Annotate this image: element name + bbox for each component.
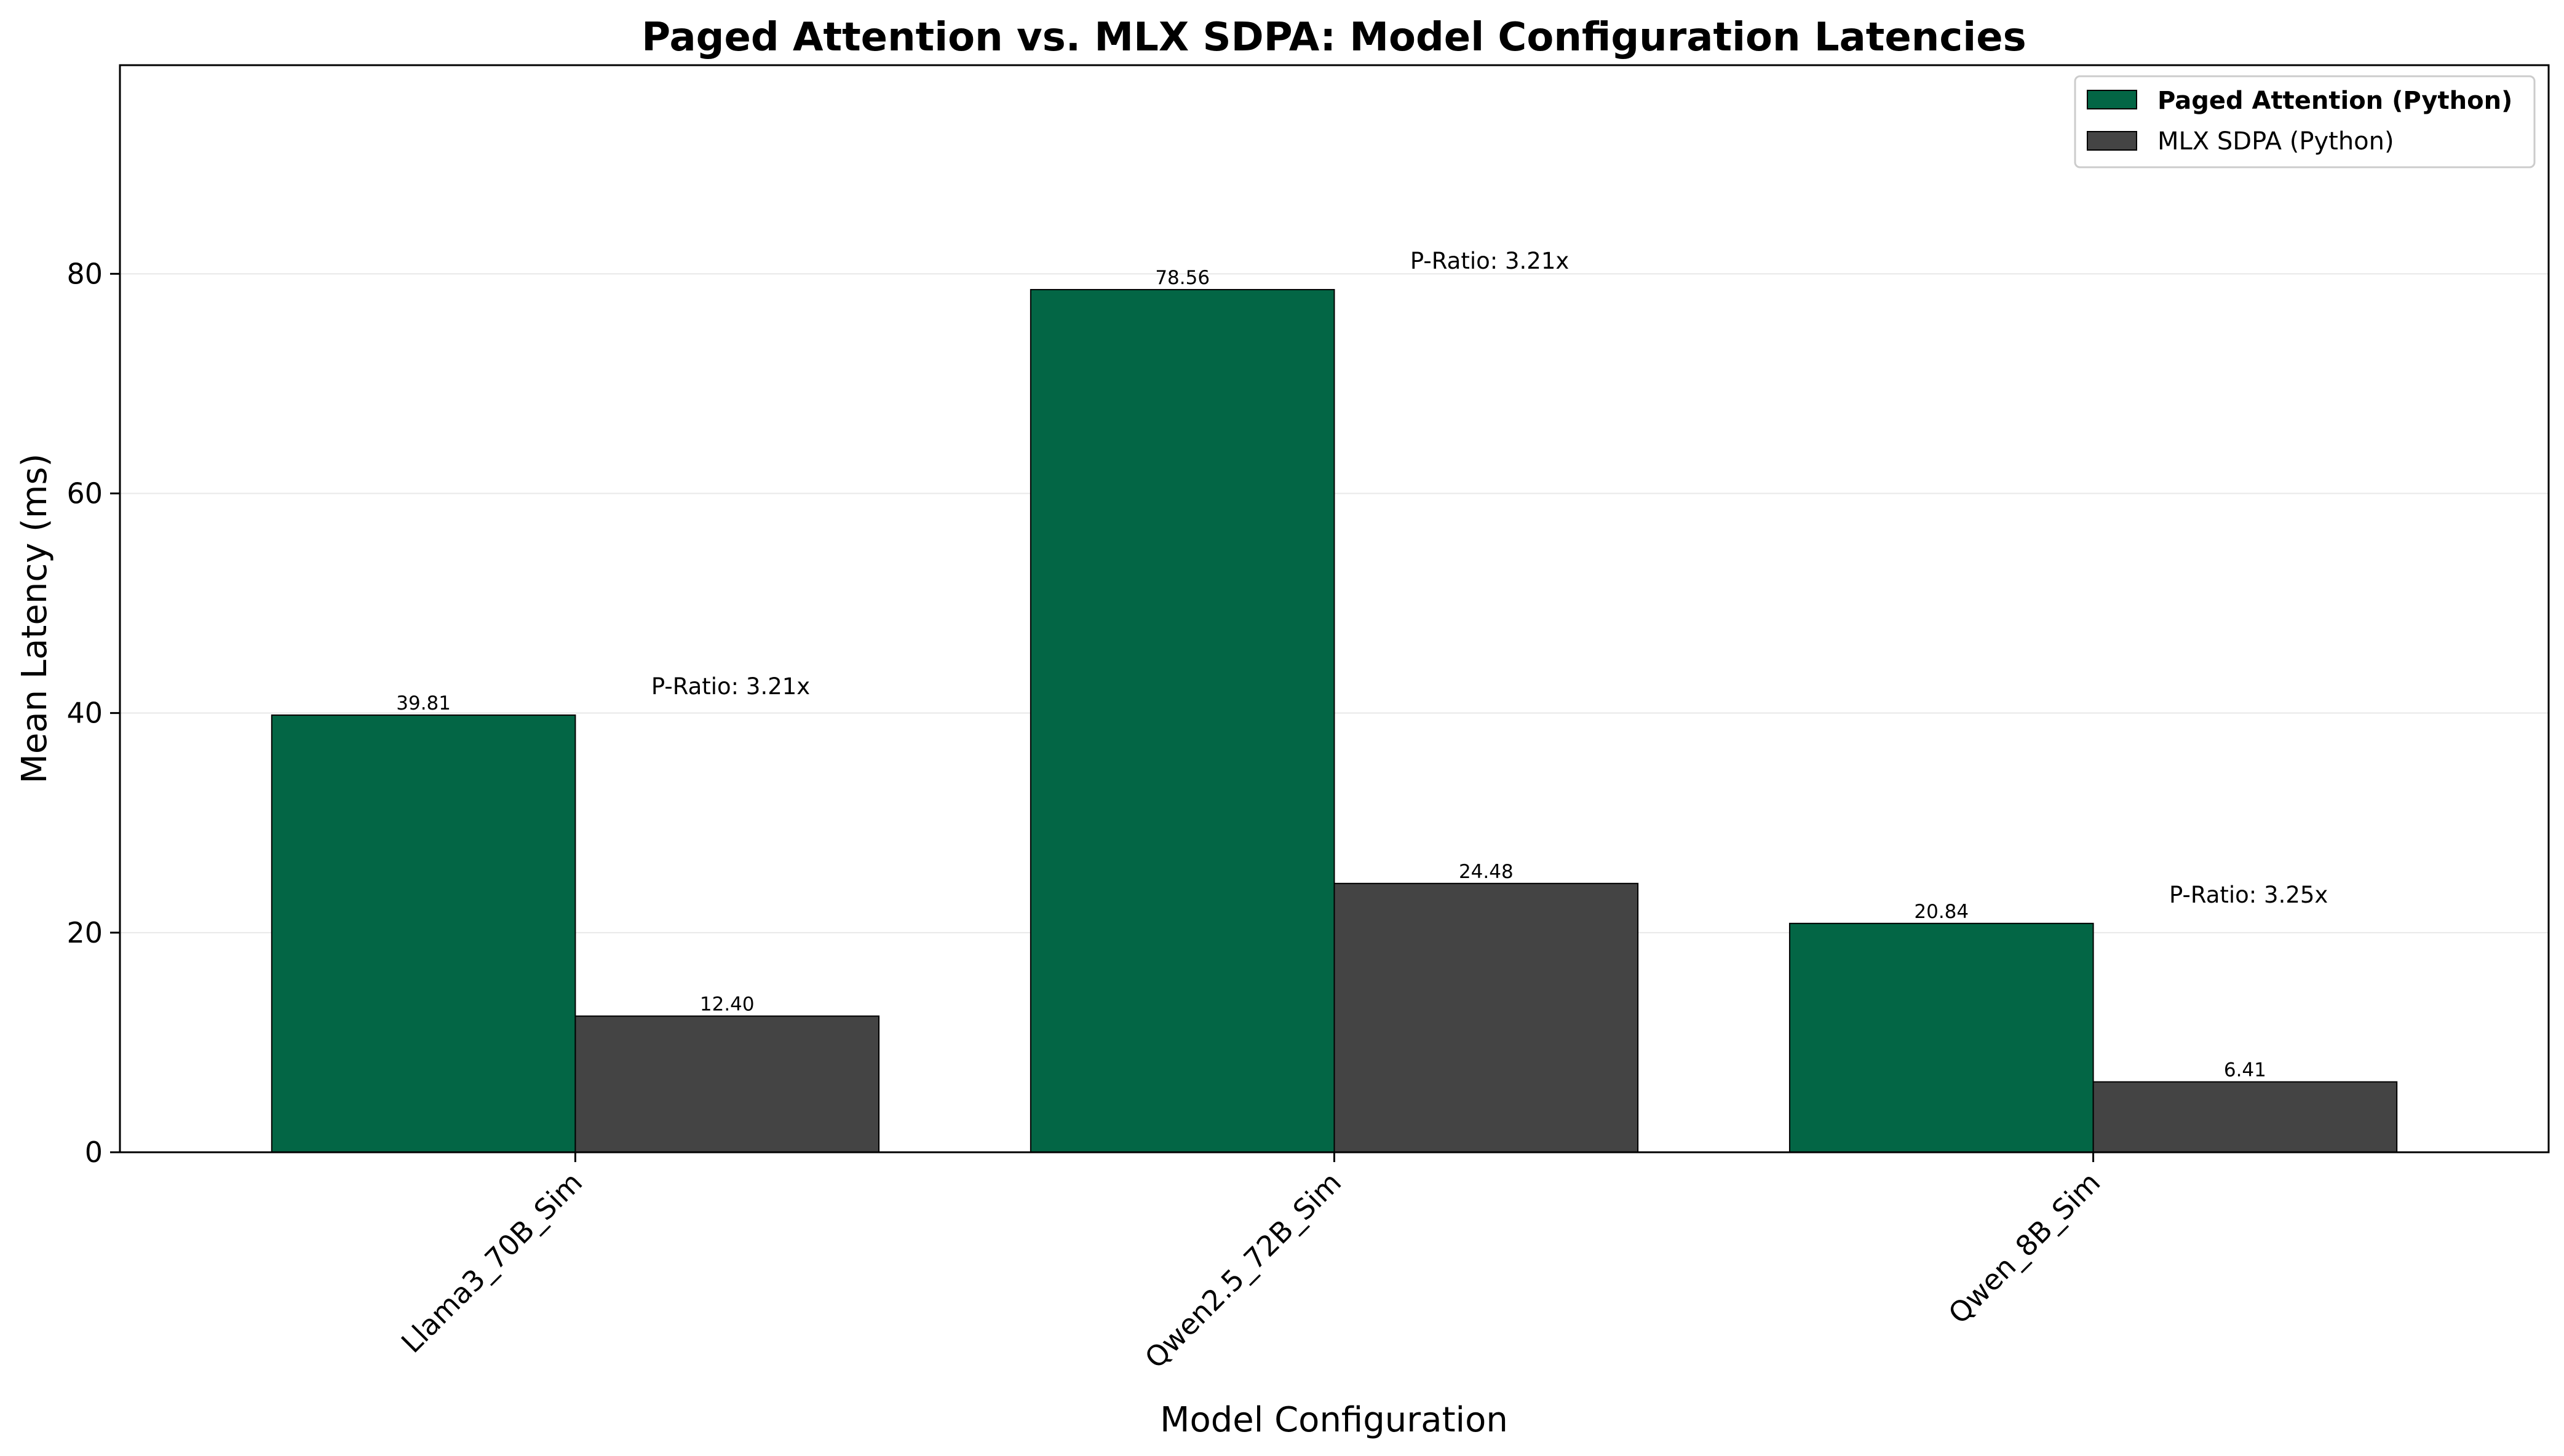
legend-swatch-mlx-sdpa <box>2087 131 2137 151</box>
data-label-s0-Llama3_70B_Sim: 39.81 <box>396 692 451 714</box>
bar-s1-Qwen2.5_72B_Sim <box>1333 882 1639 1153</box>
y-tick-label-2: 40 <box>66 697 103 730</box>
ratio-annotations: P-Ratio: 3.21x P-Ratio: 3.21x P-Ratio: 3.2… <box>651 248 2328 908</box>
legend-label-paged-attention: Paged Attention (Python) <box>2157 87 2512 115</box>
legend-swatch-paged-attention <box>2087 90 2137 109</box>
bar-s1-Llama3_70B_Sim <box>574 1015 880 1153</box>
data-label-s0-Qwen2.5_72B_Sim: 78.56 <box>1155 267 1210 289</box>
data-label-s0-Qwen_8B_Sim: 20.84 <box>1914 901 1969 923</box>
legend-label-mlx-sdpa: MLX SDPA (Python) <box>2157 127 2394 156</box>
y-axis-ticks: 0 20 40 60 80 <box>66 257 120 1169</box>
x-tick-label-Llama3_70B_Sim: Llama3_70B_Sim <box>395 1166 589 1359</box>
x-tick-label-Qwen2.5_72B_Sim: Qwen2.5_72B_Sim <box>1138 1166 1347 1375</box>
data-labels: 39.81 12.40 78.56 24.48 20.84 6.41 <box>396 267 2266 1081</box>
data-label-s1-Qwen2.5_72B_Sim: 24.48 <box>1459 861 1514 883</box>
y-tick-label-0: 0 <box>85 1136 103 1169</box>
ratio-annotation-Qwen2.5_72B_Sim: P-Ratio: 3.21x <box>1410 248 1569 274</box>
ratio-annotation-Qwen_8B_Sim: P-Ratio: 3.25x <box>2169 882 2328 908</box>
bar-s1-Qwen_8B_Sim <box>2092 1081 2398 1153</box>
bar-s0-Qwen2.5_72B_Sim <box>1030 289 1335 1153</box>
x-tick-label-Qwen_8B_Sim: Qwen_8B_Sim <box>1942 1166 2106 1331</box>
bars <box>271 289 2398 1153</box>
chart-title: Paged Attention vs. MLX SDPA: Model Conf… <box>641 15 2026 60</box>
y-axis-label: Mean Latency (ms) <box>15 454 55 784</box>
x-axis-ticks: Llama3_70B_Sim Qwen2.5_72B_Sim Qwen_8B_Sim <box>395 1152 2106 1375</box>
bar-s0-Qwen_8B_Sim <box>1788 922 2094 1153</box>
y-tick-label-1: 20 <box>66 916 103 949</box>
data-label-s1-Llama3_70B_Sim: 12.40 <box>700 994 755 1016</box>
data-label-s1-Qwen_8B_Sim: 6.41 <box>2224 1059 2266 1082</box>
x-axis-label: Model Configuration <box>1160 1400 1508 1440</box>
y-tick-label-3: 60 <box>66 477 103 510</box>
ratio-annotation-Llama3_70B_Sim: P-Ratio: 3.21x <box>651 673 810 700</box>
y-tick-label-4: 80 <box>66 257 103 290</box>
legend-box <box>2074 75 2536 168</box>
bar-s0-Llama3_70B_Sim <box>271 714 576 1153</box>
legend: Paged Attention (Python) MLX SDPA (Pytho… <box>2074 75 2536 168</box>
